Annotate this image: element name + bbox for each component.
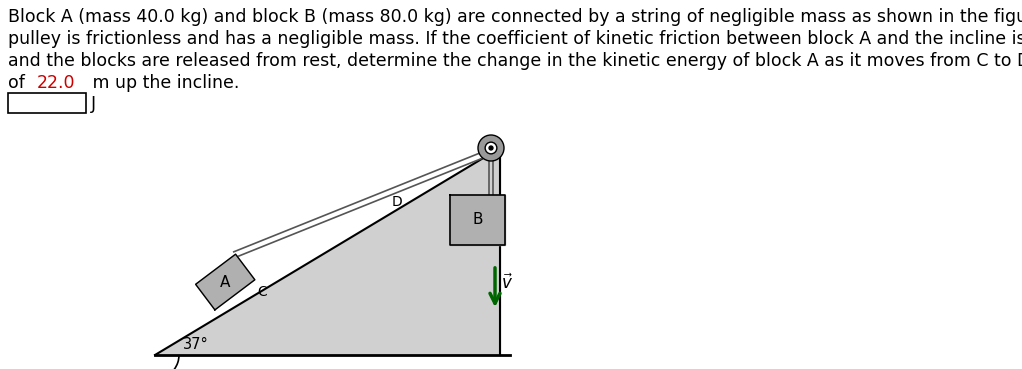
Text: J: J bbox=[91, 95, 96, 113]
Polygon shape bbox=[450, 195, 505, 245]
Circle shape bbox=[478, 135, 504, 161]
Circle shape bbox=[485, 142, 497, 154]
Text: and the blocks are released from rest, determine the change in the kinetic energ: and the blocks are released from rest, d… bbox=[8, 52, 1022, 70]
Text: 37°: 37° bbox=[183, 337, 208, 352]
Text: of: of bbox=[8, 74, 31, 92]
Text: A: A bbox=[220, 275, 230, 290]
Text: C: C bbox=[257, 285, 267, 299]
Text: 22.0: 22.0 bbox=[37, 74, 76, 92]
Circle shape bbox=[490, 146, 493, 150]
Text: $\vec{v}$: $\vec{v}$ bbox=[501, 273, 513, 293]
Text: pulley is frictionless and has a negligible mass. If the coefficient of kinetic : pulley is frictionless and has a negligi… bbox=[8, 30, 1022, 48]
Text: m up the incline.: m up the incline. bbox=[87, 74, 239, 92]
FancyBboxPatch shape bbox=[8, 93, 86, 113]
Polygon shape bbox=[155, 148, 500, 355]
Text: B: B bbox=[472, 213, 482, 228]
Text: Block A (mass 40.0 kg) and block B (mass 80.0 kg) are connected by a string of n: Block A (mass 40.0 kg) and block B (mass… bbox=[8, 8, 1022, 26]
Text: D: D bbox=[391, 195, 403, 209]
Polygon shape bbox=[195, 254, 254, 310]
